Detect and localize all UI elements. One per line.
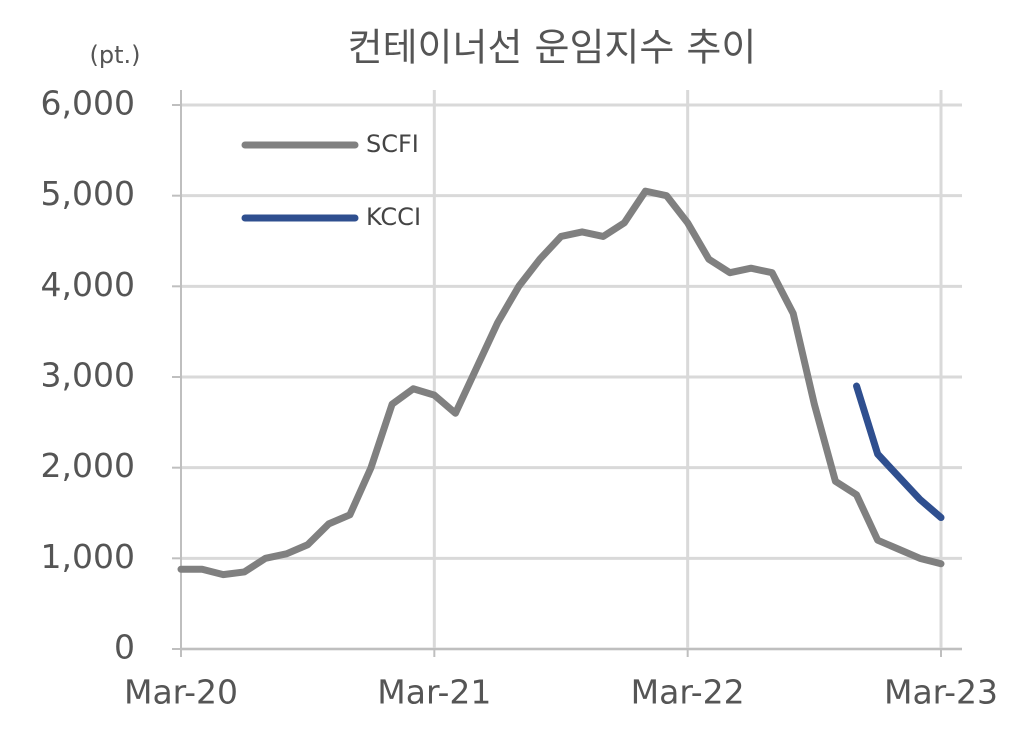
y-tick-label: 1,000 bbox=[41, 537, 135, 576]
y-tick-label: 4,000 bbox=[41, 265, 135, 304]
x-tick-label: Mar-21 bbox=[377, 673, 491, 712]
y-unit: (pt.) bbox=[90, 41, 141, 69]
y-tick-label: 3,000 bbox=[41, 356, 135, 395]
line-series bbox=[177, 187, 945, 579]
y-tick-label: 5,000 bbox=[41, 174, 135, 213]
y-tick-label: 0 bbox=[114, 628, 135, 667]
y-tick-label: 6,000 bbox=[41, 84, 135, 123]
x-tick-label: Mar-23 bbox=[884, 673, 998, 712]
chart-title: 컨테이너선 운임지수 추이 bbox=[348, 26, 757, 70]
line-series bbox=[853, 382, 945, 522]
y-tick-label: 2,000 bbox=[41, 446, 135, 485]
x-tick-label: Mar-22 bbox=[631, 673, 745, 712]
legend-label: SCFI bbox=[366, 130, 419, 158]
legend-label: KCCI bbox=[366, 203, 421, 231]
x-tick-label: Mar-20 bbox=[124, 673, 238, 712]
